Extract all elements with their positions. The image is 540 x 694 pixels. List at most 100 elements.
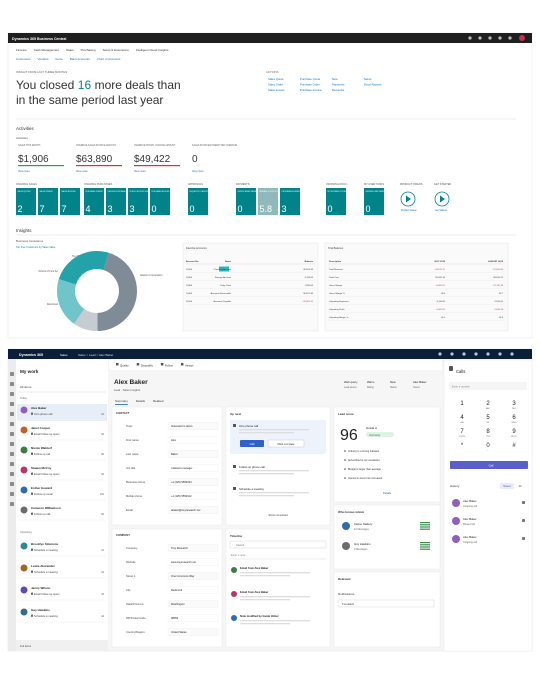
activity-desc [239,470,309,472]
dial-key[interactable]: 3 [512,401,516,407]
field-input [167,600,219,608]
nav-item[interactable]: Finance [16,48,27,52]
item-name[interactable]: Guy Hawkins [31,608,50,612]
dial-key[interactable]: 9 [512,429,516,435]
video-link[interactable]: Product Videos [401,209,417,212]
tile [236,188,256,215]
dial-key[interactable]: 6 [512,415,516,421]
dial-letters: GHI [460,422,464,424]
action-link[interactable]: Payments [332,83,345,87]
item-due: 3d [101,593,104,596]
tile-label: UNPROCESSED PAYMENTS [238,190,261,193]
field-label: Mobile phone [126,494,143,498]
history-filter[interactable]: Missed [503,485,511,488]
subnav-link[interactable]: Vendors [38,57,50,61]
score-reason: Interest in demo has increased [348,477,383,480]
item-name[interactable]: Shawn McCoy [31,466,52,470]
tile [280,188,300,215]
avatar [452,535,460,543]
dial-key[interactable]: # [512,443,516,449]
note-input[interactable]: Enter a note... [231,553,248,557]
action-link[interactable]: Reconcile [332,88,345,92]
dial-key[interactable]: 4 [460,415,464,421]
item-name[interactable]: Janet Cooper [31,426,51,430]
table-cell: 10.1 [441,317,446,319]
dial-key[interactable]: 5 [486,415,490,421]
video-icon[interactable] [400,191,416,207]
timeline-desc [240,623,290,625]
dial-key[interactable]: * [461,443,464,449]
nav-item[interactable]: Setup & Extensions [103,48,130,52]
item-due: 9d [101,413,104,416]
item-subject: Schedule a meeting [34,548,58,552]
nav-item[interactable]: Intelligent Cloud Insights [136,48,169,52]
nav-item[interactable]: Sales [66,48,74,52]
item-subject: Intro phone call [34,412,53,416]
action-link[interactable]: Sales Invoice [268,88,285,92]
table-cell: 38,910.22 [493,277,504,279]
item-name[interactable]: Jenny Wilson [31,586,50,590]
item-name[interactable]: Leslie Alexander [31,564,56,568]
item-name[interactable]: Alex Baker [31,406,47,410]
show-completed[interactable]: Show completed [268,513,288,517]
item-name[interactable]: Cameron Williamson [31,506,61,510]
dial-key[interactable]: 2 [486,401,490,407]
tab[interactable]: Summary [115,399,128,403]
action-link[interactable]: New [332,77,339,81]
kpi-link[interactable]: View more [134,170,146,173]
dial-key[interactable]: 1 [460,401,464,407]
filter[interactable]: All items [20,385,32,389]
item-name[interactable]: Nicole Waldorf [31,446,52,450]
dial-key[interactable]: 0 [486,443,490,449]
subnav-link[interactable]: Chart of Accounts [97,57,121,61]
dial-letters: JKL [486,422,490,424]
details-link[interactable]: Details [383,491,392,495]
table-cell: Operating Margin % [329,316,349,319]
activity-icon [31,452,33,455]
tab[interactable]: Details [136,399,146,403]
nav-item[interactable]: Cash Management [34,48,60,52]
nav-item[interactable]: Purchasing [81,48,96,52]
kpi-link[interactable]: View more [18,170,30,173]
action-link[interactable]: Setup [364,77,372,81]
command[interactable]: Follow [165,364,174,368]
nav-icon [10,452,14,456]
subnav-link[interactable]: Customers [16,57,31,61]
item-name[interactable]: Brooklyn Simmons [31,542,59,546]
action-link[interactable]: Purchase Quote [300,77,321,81]
item-name[interactable]: Esther Howard [31,486,52,490]
action-link[interactable]: Purchase Order [300,83,320,87]
action-link[interactable]: Sales Quote [268,77,284,81]
kpi-value: $49,422 [134,154,171,165]
tile [128,188,148,215]
field-value: Cafeteria manager [171,466,193,470]
command[interactable]: Assign [185,364,194,368]
call-button [240,440,264,447]
kpi-link[interactable]: View more [192,170,204,173]
action-link[interactable]: Sales Order [268,83,283,87]
command[interactable]: Qualify [120,364,129,368]
tab[interactable]: Related [153,399,164,403]
dial-letters: TUV [486,436,491,438]
command[interactable]: Disqualify [141,364,154,368]
dial-key[interactable]: 7 [460,429,464,435]
dial-key[interactable]: 8 [486,429,490,435]
donut-segment [57,279,85,324]
item-due: 9d [101,473,104,476]
action-link[interactable]: Excel Reports [364,83,382,87]
table-cell: 35,020.10 [435,277,446,279]
kpi-link[interactable]: View more [76,170,88,173]
action-link[interactable]: Purchase Invoice [300,88,322,92]
subnav-link[interactable]: Items [56,57,64,61]
nav-icon [10,412,14,416]
video-icon[interactable] [434,191,450,207]
subnav-link[interactable]: Bank Accounts [70,57,90,61]
avatar [519,35,525,41]
donut-label: School of Fine Art [38,270,58,273]
history-filter[interactable]: All [519,485,522,488]
video-link[interactable]: Get Started [435,209,447,212]
tile-group-label: ONGOING SALES [16,183,37,186]
field-input [167,572,219,580]
activity-icon [233,465,236,468]
header-icon [498,352,502,356]
